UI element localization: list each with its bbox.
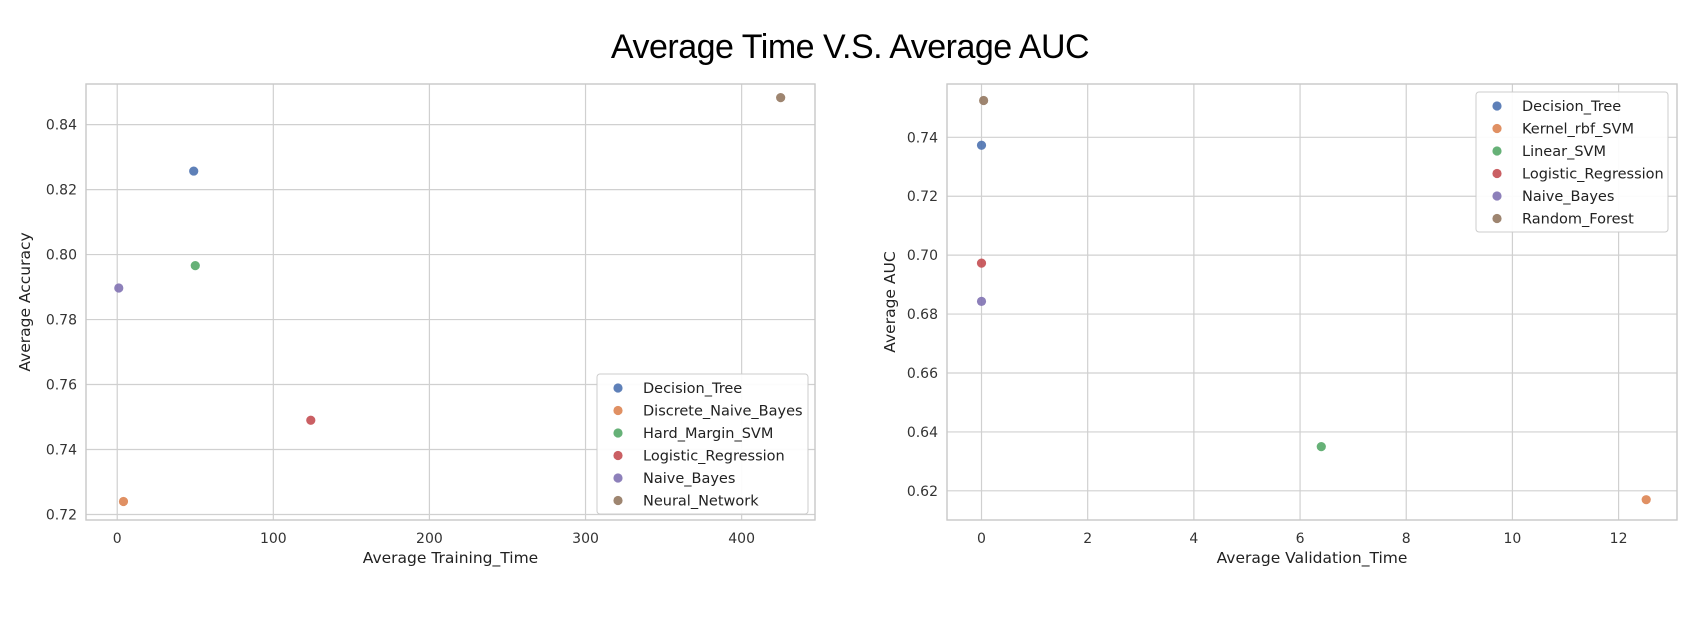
legend-marker — [613, 405, 623, 416]
y-tick-label: 0.74 — [907, 130, 938, 146]
legend-label: Discrete_Naive_Bayes — [643, 404, 803, 420]
legend-marker — [613, 383, 623, 393]
x-tick-label: 300 — [572, 531, 599, 547]
data-point-discrete-naive-bayes — [118, 496, 129, 507]
plot-frame — [85, 83, 816, 521]
legend-marker — [1492, 146, 1502, 156]
x-tick-label: 0 — [977, 531, 986, 547]
x-tick-label: 2 — [1083, 531, 1092, 547]
data-point-hard-margin-svm — [190, 261, 200, 271]
x-tick-label: 100 — [260, 531, 287, 547]
legend-label: Neural_Network — [643, 494, 759, 510]
data-point-kernel-rbf-svm — [1641, 495, 1651, 505]
legend-marker — [613, 450, 623, 461]
legend-marker — [613, 495, 623, 506]
data-point-random-forest — [979, 95, 989, 106]
y-tick-label: 0.72 — [46, 507, 77, 523]
y-tick-label: 0.66 — [907, 366, 938, 382]
data-point-naive-bayes — [976, 296, 987, 307]
legend: Decision_Tree Kernel_rbf_SVM Linear_SVM Log… — [1475, 91, 1669, 233]
y-tick-label: 0.78 — [46, 313, 77, 329]
legend-marker — [1492, 213, 1502, 224]
legend-marker — [1492, 101, 1502, 111]
legend-label: Random_Forest — [1522, 212, 1634, 228]
data-point-logistic-regression — [976, 258, 987, 268]
legend-box — [1475, 91, 1669, 233]
legend-label: Naive_Bayes — [643, 471, 735, 487]
legend-marker — [613, 473, 623, 483]
plot-frame — [946, 83, 1678, 521]
data-point-logistic-regression — [306, 415, 316, 425]
chart-1: 0 100 200 300 400 0.72 0.74 0.76 0.78 0.80 0.82 0.8… — [16, 83, 816, 568]
y-tick-label: 0.84 — [46, 118, 77, 134]
legend-label: Logistic_Regression — [1522, 167, 1664, 183]
y-axis-label: Average AUC — [881, 251, 899, 352]
legend-marker — [1492, 168, 1502, 179]
y-tick-label: 0.72 — [907, 189, 938, 205]
y-tick-label: 0.80 — [46, 248, 77, 264]
legend-box — [596, 373, 809, 515]
legend-label: Decision_Tree — [643, 381, 742, 397]
page-title: Average Time V.S. Average AUC — [610, 28, 1090, 66]
legend-label: Hard_Margin_SVM — [643, 426, 773, 442]
x-tick-label: 12 — [1610, 531, 1628, 547]
x-tick-label: 400 — [728, 531, 755, 547]
legend-label: Decision_Tree — [1522, 99, 1621, 115]
data-point-naive-bayes — [114, 283, 124, 293]
chart-2: 0 2 4 6 8 10 12 0.62 0.64 0.66 0.68 0.70 0.72 0.74 Ave… — [881, 83, 1678, 568]
data-point-neural-network — [776, 93, 786, 103]
data-point-decision-tree — [189, 166, 199, 176]
legend-marker — [613, 428, 623, 438]
y-tick-label: 0.76 — [46, 378, 77, 394]
x-tick-label: 6 — [1296, 531, 1305, 547]
legend-marker — [1492, 191, 1502, 201]
x-axis-label: Average Training_Time — [363, 549, 538, 568]
legend-label: Logistic_Regression — [643, 449, 785, 465]
legend-marker — [1492, 123, 1502, 134]
data-point-decision-tree — [976, 140, 987, 150]
legend-label: Naive_Bayes — [1522, 189, 1614, 205]
legend-label: Linear_SVM — [1522, 144, 1606, 160]
x-tick-label: 200 — [416, 531, 443, 547]
y-tick-label: 0.62 — [907, 484, 938, 500]
x-tick-label: 8 — [1402, 531, 1411, 547]
y-tick-label: 0.74 — [46, 442, 77, 458]
data-point-linear-svm — [1316, 442, 1326, 452]
y-tick-label: 0.68 — [907, 307, 938, 323]
y-tick-label: 0.64 — [907, 425, 938, 441]
legend-label: Kernel_rbf_SVM — [1522, 122, 1634, 138]
x-axis-label: Average Validation_Time — [1217, 549, 1408, 568]
x-tick-label: 4 — [1189, 531, 1198, 547]
x-tick-label: 10 — [1504, 531, 1522, 547]
y-tick-label: 0.82 — [46, 183, 77, 199]
y-tick-label: 0.70 — [907, 248, 938, 264]
y-axis-label: Average Accuracy — [16, 232, 34, 371]
x-tick-label: 0 — [113, 531, 122, 547]
legend: Decision_Tree Discrete_Naive_Bayes Hard_Ma… — [596, 373, 809, 515]
